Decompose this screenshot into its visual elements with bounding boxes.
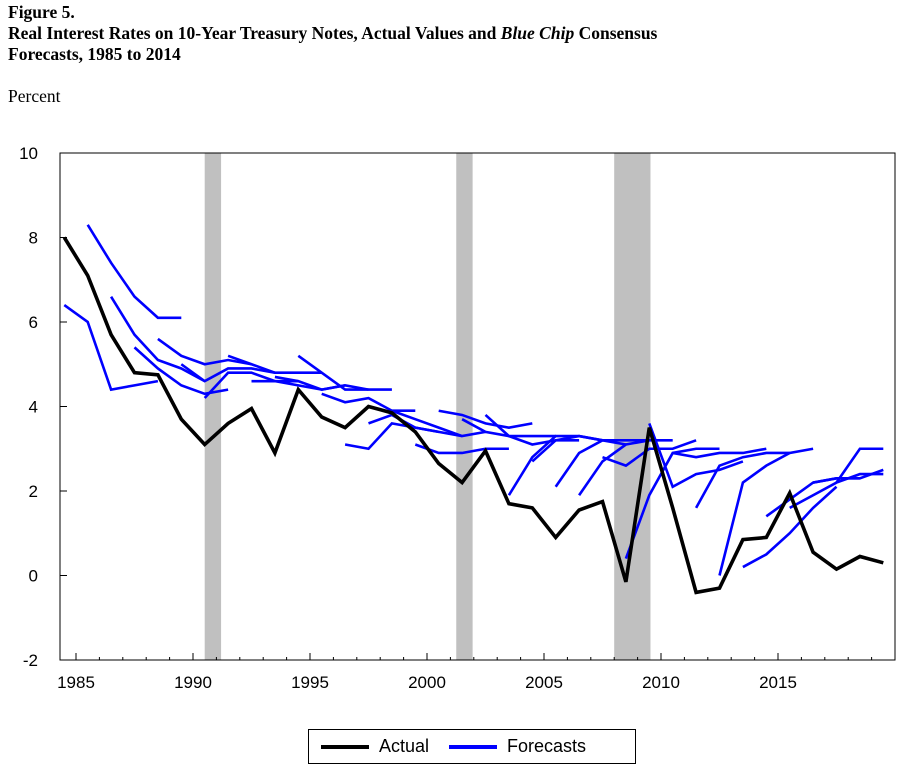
recession-bar — [614, 153, 651, 660]
forecast-line — [531, 434, 627, 463]
forecast-line — [742, 485, 838, 569]
x-tick-label: 2010 — [642, 673, 680, 692]
y-unit-label: Percent — [8, 86, 61, 106]
forecast-line — [227, 354, 322, 375]
forecast-line — [578, 438, 673, 496]
legend-label-actual: Actual — [379, 736, 430, 756]
forecast-line — [86, 224, 182, 320]
x-tick-label: 2000 — [408, 673, 446, 692]
forecast-line — [109, 295, 206, 383]
title-line-2: Forecasts, 1985 to 2014 — [8, 44, 181, 64]
x-tick-label: 2015 — [759, 673, 797, 692]
chart-svg: 10 8 6 4 2 0 -2 1985 1990 1995 2000 2005 2010 2015 — [19, 144, 896, 692]
forecast-line — [297, 354, 392, 391]
y-tick-label: 0 — [29, 567, 38, 586]
forecast-line — [812, 468, 884, 484]
x-tick-label: 2005 — [525, 673, 563, 692]
chart-title: Figure 5. Real Interest Rates on 10-Year… — [8, 2, 657, 65]
forecast-line — [274, 375, 369, 391]
forecast-line — [438, 409, 533, 429]
forecast-line — [694, 451, 790, 509]
forecast-line — [321, 392, 416, 413]
forecast-line — [718, 447, 814, 576]
x-tick-label: 1990 — [174, 673, 212, 692]
forecast-line — [368, 413, 463, 438]
forecast-line — [157, 337, 252, 366]
forecast-line — [554, 438, 650, 488]
forecast-line — [602, 439, 697, 468]
x-tick-label: 1995 — [291, 673, 329, 692]
forecast-line — [648, 422, 744, 489]
legend: Actual Forecasts — [308, 729, 636, 764]
title-italic: Blue Chip — [500, 23, 575, 43]
legend-label-forecasts: Forecasts — [507, 736, 587, 756]
plot-frame — [59, 152, 896, 661]
forecast-line — [203, 371, 299, 399]
legend-swatch-actual — [321, 744, 369, 749]
actual-line — [62, 236, 884, 595]
y-tick-label: -2 — [23, 651, 38, 670]
title-text: Real Interest Rates on 10-Year Treasury … — [8, 23, 501, 43]
y-tick-label: 8 — [29, 229, 38, 248]
y-tick-label: 6 — [29, 313, 38, 332]
forecast-line — [63, 304, 159, 392]
forecast-line — [835, 447, 884, 484]
figure-label: Figure 5. — [8, 2, 75, 22]
y-tick-label: 10 — [19, 144, 38, 163]
forecast-line — [391, 409, 486, 438]
legend-swatch-forecasts — [449, 744, 498, 749]
y-tick-label: 4 — [29, 398, 38, 417]
x-tick-label: 1985 — [57, 673, 95, 692]
title-line-1: Real Interest Rates on 10-Year Treasury … — [8, 23, 657, 44]
recession-bar — [204, 153, 222, 660]
y-tick-label: 2 — [29, 482, 38, 501]
forecast-line — [133, 346, 229, 396]
title-text: Consensus — [574, 23, 658, 43]
recession-bar — [456, 153, 473, 660]
forecast-line — [484, 413, 580, 446]
forecast-line — [180, 363, 276, 383]
forecast-line — [672, 447, 767, 459]
